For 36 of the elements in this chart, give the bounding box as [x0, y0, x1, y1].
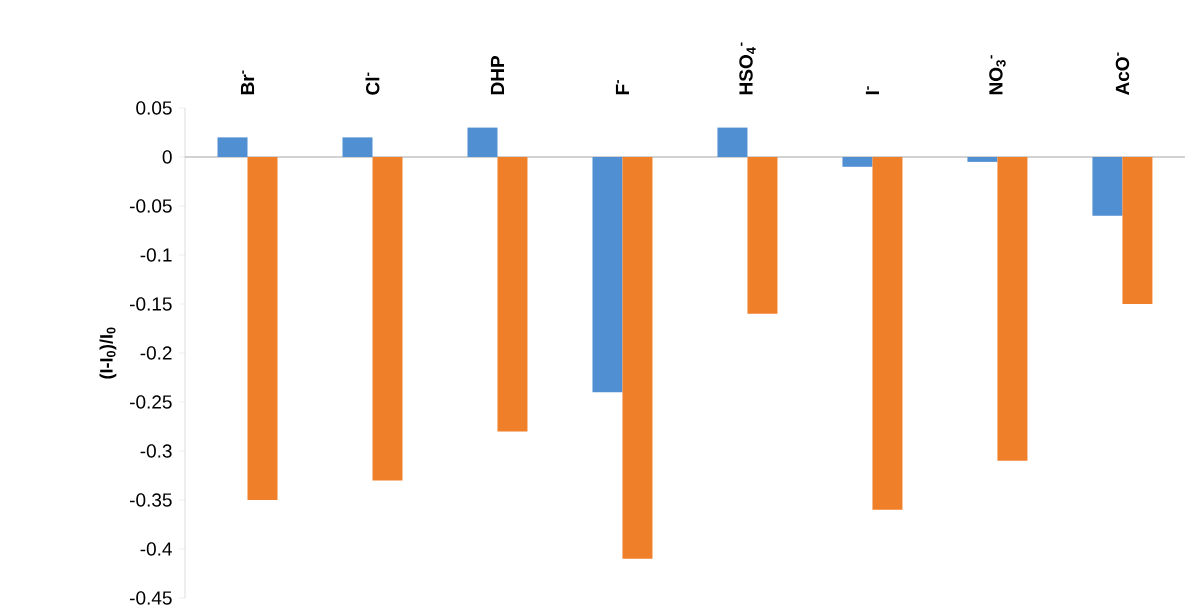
bar	[217, 137, 248, 157]
x-tick-label: F$^{-}$	[615, 79, 630, 95]
bar	[247, 156, 278, 500]
y-tick-label: -0.2	[140, 346, 172, 360]
y-tick-label: -0.05	[130, 199, 172, 213]
bar	[467, 127, 498, 157]
y-tick-label: -0.1	[140, 248, 172, 262]
y-tick-label: -0.35	[130, 493, 172, 507]
bar	[967, 156, 998, 162]
bar	[622, 156, 653, 559]
bar	[1122, 156, 1153, 304]
bar	[497, 156, 528, 432]
bar	[1092, 156, 1123, 216]
y-tick-label: 0	[162, 150, 172, 164]
bar	[842, 156, 873, 167]
x-tick-label: Cl$^{-}$	[365, 72, 380, 95]
text: (I-I$_{0}$)/I$_{0}$	[99, 327, 117, 379]
x-tick-label: AcO$^{-}$	[1115, 52, 1130, 95]
bar	[997, 156, 1028, 461]
bar	[747, 156, 778, 314]
bar	[717, 127, 748, 157]
x-tick-label: Br$^{-}$	[240, 70, 255, 95]
y-tick-label: 0.05	[136, 101, 172, 115]
x-tick-label: NO$_{3}$-	[989, 55, 1006, 95]
y-tick-label: -0.15	[130, 297, 172, 311]
bar	[592, 156, 623, 393]
bar	[372, 156, 403, 481]
x-tick-label: HSO$_{4}$-	[739, 42, 756, 95]
bar	[872, 156, 903, 510]
y-tick-label: -0.4	[140, 542, 172, 556]
y-tick-label: -0.3	[140, 444, 172, 458]
x-tick-label: DHP	[490, 55, 505, 95]
bar	[342, 137, 373, 157]
y-tick-label: -0.45	[130, 591, 172, 605]
x-tick-label: I$^{-}$	[865, 86, 879, 95]
y-tick-label: -0.25	[130, 395, 172, 409]
